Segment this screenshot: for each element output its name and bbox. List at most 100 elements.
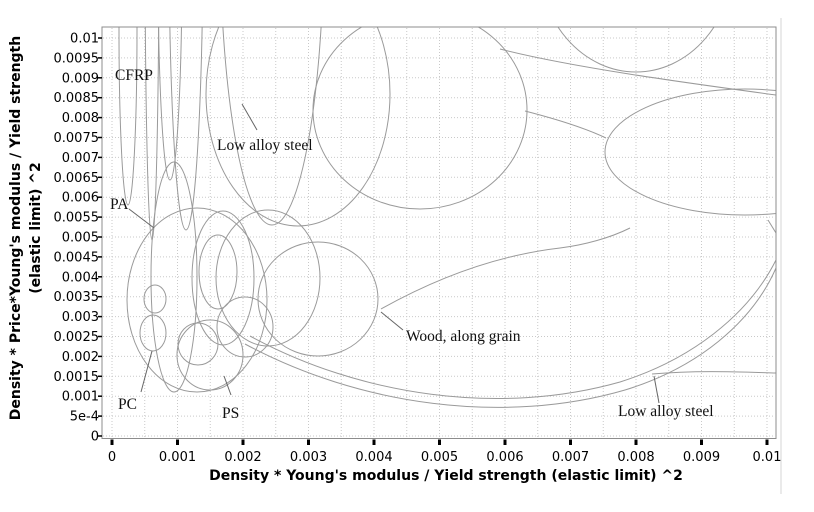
y-tick-label: 0.0035 — [54, 290, 100, 305]
y-tick-mark — [98, 355, 102, 358]
y-tick-label: 0.007 — [62, 151, 99, 166]
x-tick-label: 0.007 — [552, 450, 589, 465]
y-tick-label: 0.0095 — [54, 51, 100, 66]
y-tick-mark — [98, 156, 102, 159]
y-tick-label: 0.002 — [62, 350, 99, 365]
y-tick-mark — [98, 295, 102, 298]
x-tick-label: 0 — [108, 450, 116, 465]
y-tick-mark — [98, 315, 102, 318]
y-tick-label: 0.008 — [62, 111, 99, 126]
y-tick-label: 0.0085 — [54, 91, 100, 106]
material-region-ellipse[interactable] — [143, 284, 167, 314]
material-region-ellipse[interactable] — [118, 0, 138, 206]
material-region-ellipse[interactable] — [198, 234, 238, 310]
material-region-ellipse[interactable] — [312, 11, 528, 210]
y-tick-mark — [98, 136, 102, 139]
x-tick-label: 0.003 — [290, 450, 327, 465]
y-tick-mark — [98, 196, 102, 198]
y-tick-mark — [98, 375, 102, 378]
y-tick-label: 0 — [91, 430, 99, 445]
x-tick-mark — [438, 439, 441, 445]
material-region-ellipse[interactable] — [216, 296, 274, 358]
x-tick-mark — [634, 439, 638, 445]
material-region-curve[interactable] — [767, 219, 776, 234]
material-region-curve[interactable] — [249, 259, 776, 399]
material-region-ellipse[interactable] — [126, 207, 268, 393]
material-region-ellipse[interactable] — [169, 0, 203, 231]
y-tick-mark — [98, 216, 102, 218]
x-tick-mark — [176, 439, 179, 445]
x-tick-label: 0.004 — [355, 450, 392, 465]
y-tick-label: 0.0045 — [54, 250, 100, 265]
y-tick-mark — [98, 236, 102, 238]
material-label[interactable]: Low alloy steel — [618, 403, 714, 420]
material-region-ellipse[interactable] — [220, 0, 324, 226]
material-region-curve[interactable] — [244, 267, 776, 408]
y-tick-label: 0.0015 — [54, 370, 100, 385]
y-tick-label: 0.0055 — [54, 211, 100, 226]
material-region-ellipse[interactable] — [257, 241, 379, 357]
y-tick-mark — [98, 57, 102, 59]
y-tick-mark — [98, 37, 102, 39]
x-tick-mark — [307, 439, 310, 445]
x-tick-mark — [372, 439, 376, 445]
x-tick-mark — [503, 439, 507, 445]
material-label[interactable]: Low alloy steel — [217, 137, 313, 154]
x-tick-label: 0.008 — [617, 450, 654, 465]
material-region-curve[interactable] — [380, 227, 631, 310]
material-region-ellipse[interactable] — [604, 88, 814, 216]
y-tick-label: 0.005 — [62, 231, 99, 246]
material-label[interactable]: PS — [222, 405, 239, 422]
material-region-curve[interactable] — [651, 371, 776, 375]
y-tick-label: 0.0065 — [54, 171, 100, 186]
material-label[interactable]: Wood, along grain — [406, 328, 521, 345]
material-region-ellipse[interactable] — [177, 322, 219, 366]
y-tick-mark — [98, 395, 102, 397]
label-leader-line — [653, 375, 660, 404]
x-tick-mark — [700, 439, 703, 445]
material-region-ellipse[interactable] — [150, 161, 198, 393]
y-tick-mark — [98, 435, 102, 437]
x-tick-label: 0.006 — [486, 450, 523, 465]
x-tick-mark — [241, 439, 245, 445]
label-leader-line — [380, 311, 404, 331]
label-leader-line — [140, 350, 153, 393]
y-tick-mark — [98, 256, 102, 258]
y-tick-mark — [98, 176, 102, 179]
material-region-curve[interactable] — [499, 48, 776, 96]
material-label[interactable]: PC — [118, 396, 137, 413]
x-tick-label: 0.01 — [753, 450, 782, 465]
y-tick-mark — [98, 116, 102, 119]
x-tick-mark — [110, 439, 114, 445]
y-tick-mark — [98, 96, 102, 99]
x-tick-mark — [569, 439, 572, 445]
x-tick-mark — [765, 439, 769, 445]
y-tick-label: 0.0025 — [54, 330, 100, 345]
y-tick-mark — [98, 276, 102, 278]
label-leader-line — [128, 208, 155, 229]
y-tick-label: 0.001 — [62, 390, 99, 405]
material-region-ellipse[interactable] — [215, 209, 321, 347]
y-tick-mark — [98, 77, 102, 79]
material-region-ellipse[interactable] — [144, 0, 160, 241]
material-regions-group — [118, 0, 814, 408]
material-label[interactable]: CFRP — [115, 67, 153, 84]
material-region-ellipse[interactable] — [205, 0, 391, 227]
label-leader-line — [241, 103, 258, 131]
material-region-ellipse[interactable] — [191, 210, 255, 346]
y-tick-label: 0.006 — [62, 191, 99, 206]
y-tick-label: 0.003 — [62, 310, 99, 325]
y-tick-label: 0.004 — [62, 270, 99, 285]
material-region-ellipse[interactable] — [176, 319, 244, 391]
material-region-ellipse[interactable] — [158, 0, 182, 181]
material-label[interactable]: PA — [110, 196, 129, 213]
material-region-ellipse[interactable] — [139, 314, 167, 352]
x-tick-label: 0.005 — [421, 450, 458, 465]
x-tick-label: 0.002 — [224, 450, 261, 465]
label-leader-line — [223, 375, 232, 396]
y-tick-label: 0.009 — [62, 71, 99, 86]
material-region-curve[interactable] — [524, 110, 607, 139]
material-region-ellipse[interactable] — [538, 0, 734, 73]
